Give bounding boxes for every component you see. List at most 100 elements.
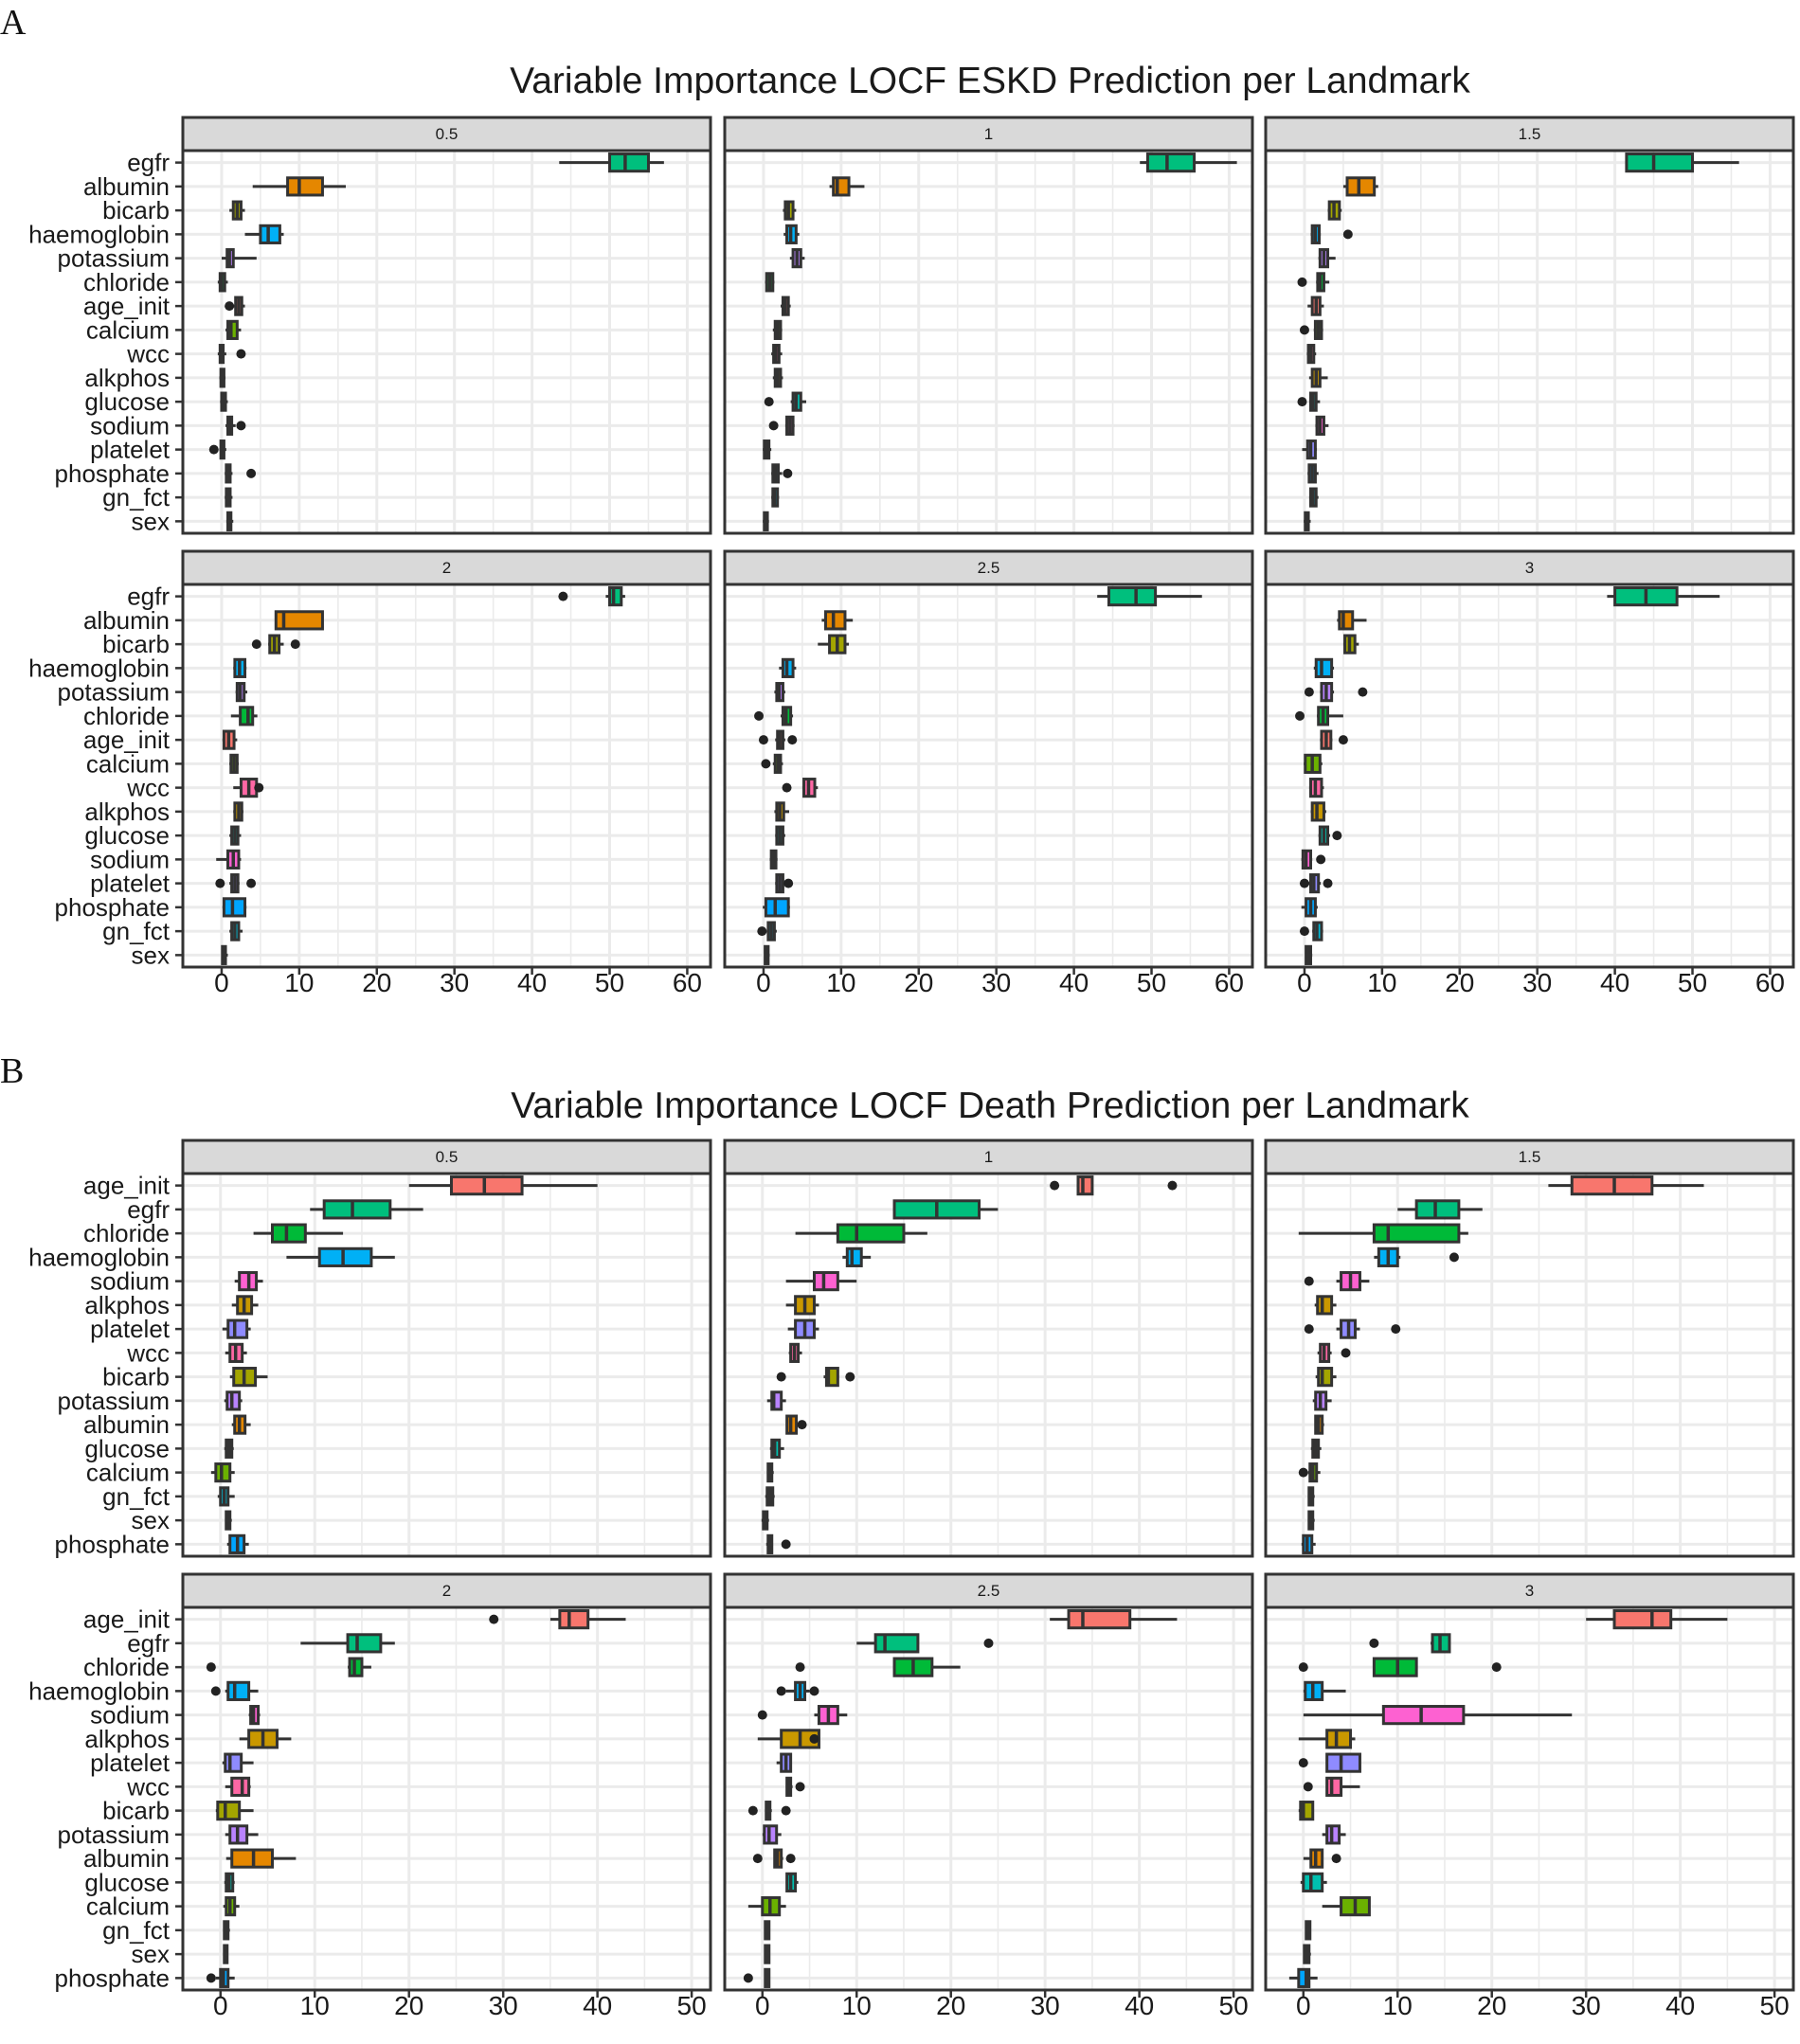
box-phosphate — [1301, 897, 1318, 918]
outlier-point — [797, 1420, 807, 1430]
box-glucose — [1318, 825, 1342, 846]
box-wcc — [1306, 344, 1317, 365]
outlier-point — [776, 1372, 786, 1382]
box-chloride — [754, 706, 794, 726]
outlier-point — [752, 1854, 763, 1864]
box-haemoglobin — [779, 657, 797, 678]
eskd-chart: 0.5egfralbuminbicarbhaemoglobinpotassium… — [28, 116, 1795, 997]
box — [222, 897, 247, 918]
facet-strip — [1264, 1139, 1795, 1175]
panel-border — [1264, 149, 1795, 535]
box-platelet — [776, 1752, 793, 1773]
box-platelet — [1302, 439, 1318, 460]
panel-border — [1264, 583, 1795, 969]
box — [1372, 1223, 1461, 1244]
box-glucose — [1297, 391, 1321, 412]
box-platelet — [775, 873, 794, 894]
x-tick-label: 10 — [284, 968, 314, 997]
x-tick-label: 30 — [440, 968, 469, 997]
x-tick-label: 0 — [214, 968, 229, 997]
outlier-point — [210, 1686, 221, 1696]
box-calcium — [1299, 319, 1323, 340]
outlier-point — [795, 1662, 805, 1673]
box — [1297, 1967, 1311, 1988]
outlier-point — [1304, 687, 1314, 697]
outlier-point — [783, 878, 794, 888]
outlier-point — [758, 735, 768, 745]
box-wcc — [1308, 778, 1324, 798]
facet-strip-label: 2 — [442, 1582, 451, 1600]
outlier-point — [246, 878, 257, 888]
facet-1.5: 1.5 — [1264, 1139, 1795, 1558]
box-phosphate — [226, 1533, 249, 1554]
box-sodium — [757, 1705, 848, 1726]
facet-2: 2age_initegfrchloridehaemoglobinsodiumal… — [28, 1572, 712, 2020]
panel-background — [725, 1174, 1252, 1556]
box-potassium — [225, 1824, 259, 1845]
x-tick-label: 40 — [1059, 968, 1089, 997]
box — [322, 1199, 392, 1220]
facet-strip-label: 0.5 — [436, 1148, 459, 1166]
x-tick-label: 30 — [1031, 1991, 1060, 2020]
x-tick-label: 10 — [1383, 1991, 1413, 2020]
outlier-point — [1323, 878, 1333, 888]
x-tick-label: 40 — [517, 968, 547, 997]
box-alkphos — [219, 368, 226, 388]
box — [873, 1633, 920, 1654]
box-bicarb — [747, 1801, 791, 1821]
box-calcium — [761, 753, 783, 774]
y-tick-label-alkphos: alkphos — [84, 364, 170, 392]
box-platelet — [1298, 1752, 1361, 1773]
y-tick-label-sex: sex — [132, 1940, 170, 1968]
box-platelet — [215, 873, 257, 894]
panel-background — [1266, 1174, 1793, 1556]
box-alkphos — [772, 368, 783, 388]
box-age_init — [489, 1609, 626, 1630]
panel-background — [725, 1607, 1252, 1990]
box-chloride — [217, 272, 228, 293]
box-potassium — [774, 682, 785, 703]
y-tick-label-gn_fct: gn_fct — [102, 1916, 171, 1945]
box-sex — [764, 1944, 771, 1964]
box-sex — [225, 1510, 232, 1531]
facet-strip — [723, 1572, 1254, 1609]
box-bicarb — [1327, 200, 1342, 221]
y-tick-label-egfr: egfr — [127, 1629, 170, 1658]
box-albumin — [225, 1848, 297, 1869]
box-alkphos — [1310, 801, 1326, 822]
box-haemoglobin — [842, 1246, 872, 1267]
box-glucose — [220, 391, 228, 412]
x-tick-label: 60 — [1755, 968, 1785, 997]
box-egfr — [1397, 1199, 1483, 1220]
outlier-point — [768, 421, 779, 431]
panel-background — [725, 151, 1252, 533]
outlier-point — [236, 421, 246, 431]
box — [1414, 1199, 1461, 1220]
facet-strip — [723, 116, 1254, 152]
y-tick-label-sex: sex — [132, 507, 170, 535]
x-tick-label: 30 — [1572, 1991, 1601, 2020]
y-tick-label-wcc: wcc — [126, 1772, 170, 1801]
box-bicarb — [229, 200, 245, 221]
box-calcium — [772, 319, 783, 340]
y-tick-label-platelet: platelet — [90, 1748, 171, 1777]
box-chloride — [1295, 706, 1343, 726]
box-bicarb — [776, 1367, 855, 1388]
y-tick-label-phosphate: phosphate — [55, 1963, 170, 1992]
box-albumin — [252, 176, 347, 197]
y-tick-label-sex: sex — [132, 941, 170, 969]
box-sex — [1304, 511, 1311, 531]
x-tick-label: 50 — [1137, 968, 1166, 997]
box-haemoglobin — [783, 224, 800, 244]
y-tick-label-wcc: wcc — [126, 340, 170, 368]
box — [317, 1246, 373, 1267]
box-sodium — [248, 1705, 261, 1726]
chart-title-eskd: Variable Importance LOCF ESKD Prediction… — [510, 61, 1470, 101]
box-calcium — [1322, 1896, 1371, 1917]
outlier-point — [743, 1973, 753, 1983]
box-albumin — [1342, 176, 1378, 197]
box-wcc — [782, 778, 819, 798]
box-wcc — [1317, 1342, 1351, 1363]
box-age_init — [780, 296, 791, 316]
x-tick-label: 30 — [489, 1991, 518, 2020]
